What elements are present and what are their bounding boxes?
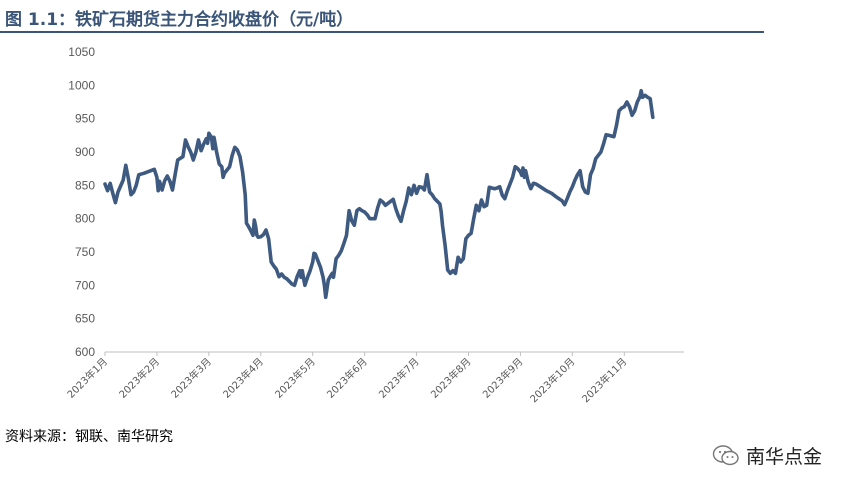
y-tick-label: 700	[75, 278, 95, 292]
y-tick-label: 650	[75, 312, 95, 326]
x-tick-label: 2023年10月	[527, 355, 577, 405]
brand-watermark: 南华点金	[712, 442, 822, 469]
wechat-icon	[712, 444, 739, 465]
y-tick-label: 600	[75, 345, 95, 359]
source-note: 资料来源：钢联、南华研究	[5, 429, 173, 445]
x-tick-label: 2023年6月	[324, 355, 370, 401]
series-line	[103, 88, 655, 300]
x-tick-label: 2023年4月	[220, 355, 266, 401]
brand-name: 南华点金	[746, 446, 823, 468]
y-tick-label: 1050	[68, 45, 95, 59]
y-tick-label: 800	[75, 212, 95, 226]
x-tick-label: 2023年1月	[64, 355, 110, 401]
x-axis: 2023年1月 2023年2月 2023年3月 2023年4月 2023年5月 2023年…	[64, 351, 684, 405]
y-tick-label: 950	[75, 112, 95, 126]
x-tick-label: 2023年7月	[376, 355, 422, 401]
x-tick-label: 2023年5月	[272, 355, 318, 401]
x-tick-label: 2023年9月	[480, 355, 526, 401]
x-tick-label: 2023年11月	[579, 355, 629, 405]
x-tick-label: 2023年8月	[428, 355, 474, 401]
line-chart: 600 650 700 750 800 850 900 950 1000 1050 2023年1月…	[64, 45, 684, 405]
y-tick-label: 750	[75, 245, 95, 259]
y-tick-label: 900	[75, 145, 95, 159]
y-axis: 600 650 700 750 800 850 900 950 1000 1050	[68, 45, 95, 359]
title-underline	[0, 31, 764, 33]
y-tick-label: 850	[75, 178, 95, 192]
x-tick-label: 2023年2月	[116, 355, 162, 401]
page-title: 图 1.1：铁矿石期货主力合约收盘价（元/吨）	[5, 10, 354, 30]
y-tick-label: 1000	[68, 78, 95, 92]
plot-area	[103, 88, 655, 300]
x-tick-label: 2023年3月	[168, 355, 214, 401]
